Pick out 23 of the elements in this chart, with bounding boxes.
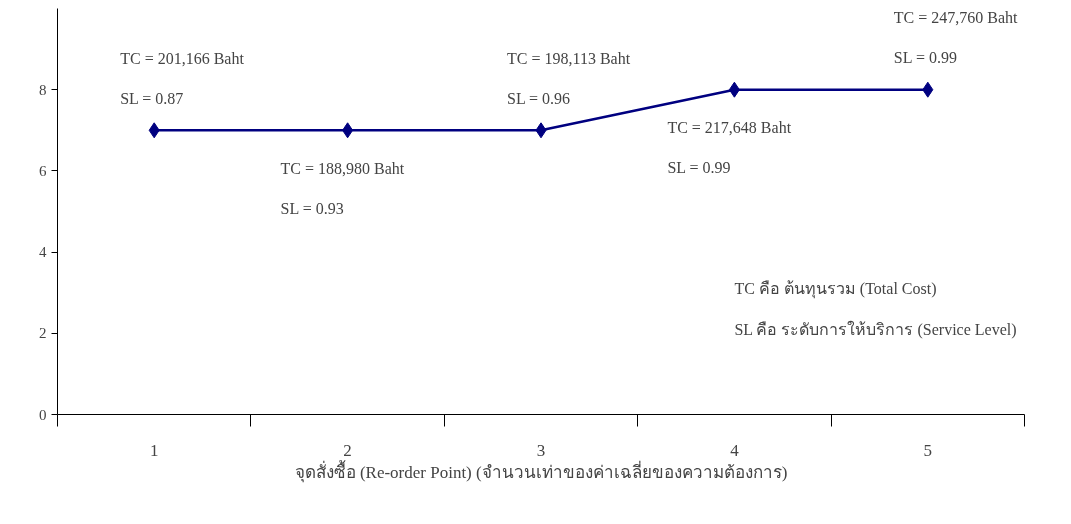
x-tick-label: 1	[149, 440, 159, 460]
y-tick-label: 2	[39, 325, 47, 342]
x-tick-label: 4	[730, 440, 740, 460]
x-axis-title: จุดสั่งซื้อ (Re-order Point) (จำนวนเท่าของค่าเฉลี่ยของความต้องการ)	[294, 459, 788, 483]
annotation: TC คือ ต้นทุนรวม (Total Cost)	[734, 280, 937, 300]
annotation: TC = 188,980 Baht	[280, 159, 405, 177]
x-tick-label: 5	[923, 440, 933, 460]
annotation: TC = 217,648 Baht	[667, 119, 792, 137]
annotation: SL = 0.96	[507, 89, 571, 107]
annotation: TC = 198,113 Baht	[507, 49, 631, 67]
annotation: SL คือ ระดับการให้บริการ (Service Level)	[734, 319, 1017, 339]
y-tick-label: 4	[39, 244, 47, 261]
x-tick-label: 3	[536, 440, 546, 460]
annotation: SL = 0.87	[120, 89, 184, 107]
annotation: SL = 0.99	[667, 159, 731, 177]
annotation: TC = 201,166 Baht	[120, 49, 245, 67]
x-tick-label: 2	[343, 440, 352, 460]
y-tick-label: 6	[39, 162, 47, 179]
y-tick-label: 8	[39, 81, 47, 98]
y-tick-label: 0	[39, 406, 47, 423]
annotation: TC = 247,760 Baht	[893, 9, 1019, 27]
annotation: SL = 0.93	[280, 199, 344, 217]
annotation: SL = 0.99	[893, 49, 957, 67]
